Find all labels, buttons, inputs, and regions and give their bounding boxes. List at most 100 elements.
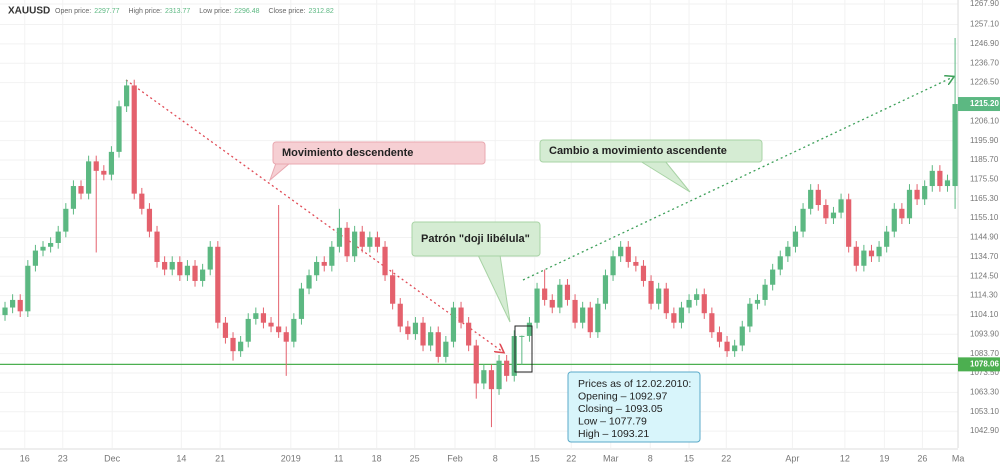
callout-doji [411,221,541,257]
candle-body [671,313,677,323]
x-tick-label: 23 [58,453,68,463]
candle-body [443,341,449,357]
callout-descending-tail [268,162,292,182]
candle-body [405,326,411,335]
info-line: Opening – 1092.97 [578,390,667,402]
candle-body [694,294,700,300]
x-tick-label: 22 [566,453,576,463]
info-line: Low – 1077.79 [578,415,647,427]
candle-body [481,370,487,384]
candle-body [359,231,365,247]
x-tick-label: 21 [215,453,225,463]
y-tick-label: 1226.50 [970,78,999,87]
candle-body [466,322,472,346]
candle-body [215,246,221,323]
candle-body [207,246,213,270]
y-tick-label: 1155.10 [970,213,999,222]
x-tick-label: 16 [20,453,30,463]
price-tag-label: 1078.06 [970,359,999,368]
x-tick-label: Feb [447,453,463,463]
y-tick-label: 1114.30 [970,291,998,300]
info-box [567,371,701,443]
x-tick-label: Dec [104,453,121,463]
header-value: 2312.82 [308,8,333,15]
candle-body [792,231,799,247]
candle-body [701,294,707,314]
candle-body [458,307,464,323]
candle-body [808,189,814,209]
candle-body [853,246,859,266]
candle-body [352,231,358,257]
candle-body [154,231,160,262]
candle-body [473,345,479,384]
candle-body [906,189,913,219]
candle-body [496,360,502,390]
candle-body [899,208,905,219]
candle-body [747,303,753,327]
candle-body [891,208,897,232]
candle-body [78,186,84,194]
y-tick-label: 1206.10 [970,116,999,125]
candle-body [435,332,441,357]
candle-body [93,161,99,171]
candle-body [564,284,571,300]
candle-body [200,269,206,281]
candle-body [526,322,533,336]
candle-body [70,186,77,209]
candle-body [238,341,244,352]
callout-descending [272,141,486,165]
header-label: High price: [129,8,163,15]
x-tick-label: 2019 [281,453,301,463]
candle-body [131,85,137,194]
callout-descending-text: Movimiento descendente [282,147,413,159]
candle-body [861,250,867,266]
candle-body [222,322,229,338]
candle-body [648,280,654,304]
candle-body [298,288,305,319]
candle-body [678,307,685,323]
candle-body [314,261,320,276]
y-tick-label: 1144.90 [970,233,999,242]
y-tick-label: 1185.70 [970,155,999,164]
candle-body [390,275,396,304]
header-label: Close price: [269,8,306,15]
candle-body [602,275,609,304]
info-line: Prices as of 12.02.2010: [578,378,691,390]
candle-body [336,227,343,247]
callout-ascending-text: Cambio a movimiento ascendente [549,145,727,157]
candle-body [572,299,578,323]
candle-body [268,322,274,327]
y-tick-label: 1267.90 [970,0,999,8]
candle-body [283,332,289,342]
candle-body [610,256,616,276]
candle-body [739,326,745,346]
doji-frame [514,325,533,373]
candle-body [116,106,122,152]
y-tick-label: 1175.50 [970,174,999,183]
y-tick-label: 1124.50 [970,271,999,280]
header-value: 2297.77 [94,8,119,15]
candle-body [770,269,776,285]
candle-body [830,212,837,219]
candle-body [549,299,555,308]
candle-body [914,189,920,200]
candle-body [55,231,61,243]
candle-body [63,208,69,232]
candle-body [557,284,563,308]
candle-body [329,246,335,266]
callout-doji-text: Patrón "doji libélula" [421,233,530,245]
x-tick-label: 18 [372,453,382,463]
candle-body [230,337,236,352]
candle-body [846,199,852,247]
candle-body [162,261,168,270]
candle-body [709,313,715,333]
candle-body [716,332,723,342]
candle-body [488,370,495,390]
candle-body [952,104,958,187]
candle-body [937,170,943,187]
symbol: XAUUSD [8,6,50,17]
candle-body [344,227,350,257]
callout-doji-tail [477,254,511,323]
